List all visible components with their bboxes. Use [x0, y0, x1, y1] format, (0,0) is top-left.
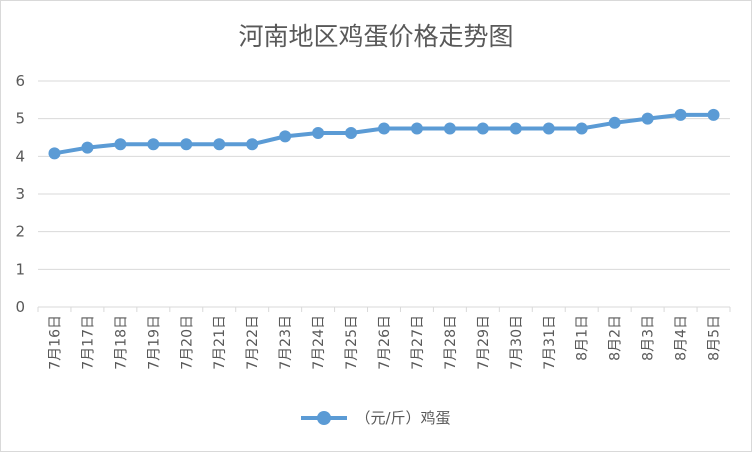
- data-point: [114, 138, 127, 151]
- data-point: [674, 108, 687, 121]
- data-point: [213, 138, 226, 151]
- y-tick-label: 0: [15, 298, 25, 316]
- x-tick-label: 7月18日: [113, 315, 129, 370]
- data-point: [279, 130, 292, 143]
- y-tick-label: 4: [15, 147, 25, 165]
- x-tick-label: 7月26日: [377, 315, 393, 370]
- x-tick-label: 7月19日: [146, 315, 162, 370]
- x-tick-label: 7月21日: [212, 315, 228, 370]
- x-tick-label: 7月31日: [542, 315, 558, 370]
- x-tick-label: 7月30日: [509, 315, 525, 370]
- x-tick-label: 8月5日: [707, 315, 723, 361]
- x-tick-label: 8月4日: [674, 315, 690, 361]
- data-point: [608, 116, 621, 129]
- x-tick-label: 7月17日: [80, 315, 96, 370]
- data-point: [575, 122, 588, 135]
- data-point: [443, 122, 456, 135]
- legend-marker-icon: [301, 410, 348, 425]
- y-tick-label: 5: [15, 110, 25, 128]
- data-point: [476, 122, 489, 135]
- data-point: [641, 112, 654, 125]
- chart-plot: 0 1 2 3 4 5 6 7月16日 7月17日 7月18日 7月19日 7月20日 7月21日 7月2…: [15, 72, 731, 370]
- x-tick-label: 7月20日: [179, 315, 195, 370]
- x-tick-label: 7月25日: [344, 315, 360, 370]
- data-point: [147, 138, 160, 151]
- x-tick-label: 7月29日: [476, 315, 492, 370]
- chart-title: 河南地区鸡蛋价格走势图: [238, 22, 514, 51]
- x-tick-label: 7月22日: [245, 315, 261, 370]
- data-point: [542, 122, 555, 135]
- data-point: [378, 122, 390, 135]
- x-tick-label: 7月28日: [443, 315, 459, 370]
- data-point: [509, 122, 522, 135]
- data-point: [312, 126, 325, 139]
- x-tick-label: 8月2日: [608, 315, 624, 361]
- data-point: [180, 138, 193, 151]
- legend: （元/斤）鸡蛋: [1, 407, 751, 428]
- data-point: [345, 126, 358, 139]
- x-tick-label: 8月3日: [641, 315, 657, 361]
- x-tick-label: 7月23日: [278, 315, 294, 370]
- y-tick-label: 1: [15, 260, 25, 278]
- legend-label: （元/斤）鸡蛋: [355, 409, 451, 427]
- x-tick-label: 8月1日: [575, 315, 591, 361]
- data-point: [707, 108, 720, 121]
- data-point: [81, 141, 94, 154]
- y-tick-label: 2: [15, 223, 25, 241]
- y-tick-label: 3: [15, 185, 25, 203]
- x-tick-label: 7月24日: [311, 315, 327, 370]
- data-point: [410, 122, 423, 135]
- data-point: [246, 138, 259, 151]
- x-tick-label: 7月27日: [410, 315, 426, 370]
- data-point: [48, 147, 61, 160]
- y-tick-label: 6: [15, 72, 25, 90]
- x-tick-label: 7月16日: [47, 315, 63, 370]
